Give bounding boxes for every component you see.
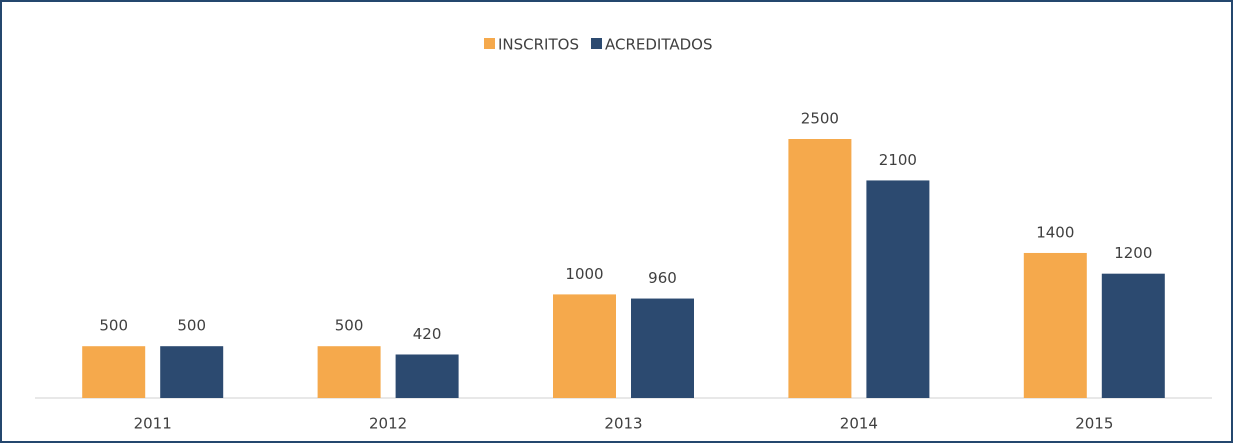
x-tick-label: 2011 (134, 415, 172, 433)
data-label: 960 (648, 269, 677, 287)
x-tick-label: 2015 (1075, 415, 1113, 433)
data-label: 500 (335, 317, 364, 335)
bar (866, 180, 930, 398)
data-label: 2500 (801, 110, 839, 128)
data-label: 500 (177, 317, 206, 335)
legend-swatch (484, 38, 495, 49)
bar (395, 354, 459, 398)
bar (160, 346, 224, 398)
bar (82, 346, 146, 398)
data-label: 500 (99, 317, 128, 335)
bar (631, 298, 694, 398)
bar (788, 139, 852, 398)
data-label: 420 (413, 325, 442, 343)
bar (553, 294, 616, 398)
data-label: 1200 (1114, 244, 1152, 262)
data-label: 1400 (1036, 223, 1074, 241)
data-label: 2100 (879, 151, 917, 169)
bar (1023, 252, 1087, 398)
bar (317, 346, 381, 398)
x-tick-label: 2012 (369, 415, 407, 433)
legend-label: ACREDITADOS (605, 36, 712, 54)
bar (1101, 273, 1165, 398)
data-label: 1000 (565, 265, 603, 283)
legend-label: INSCRITOS (498, 36, 579, 54)
legend-swatch (590, 38, 602, 49)
x-tick-label: 2014 (840, 415, 878, 433)
x-tick-label: 2013 (604, 415, 642, 433)
